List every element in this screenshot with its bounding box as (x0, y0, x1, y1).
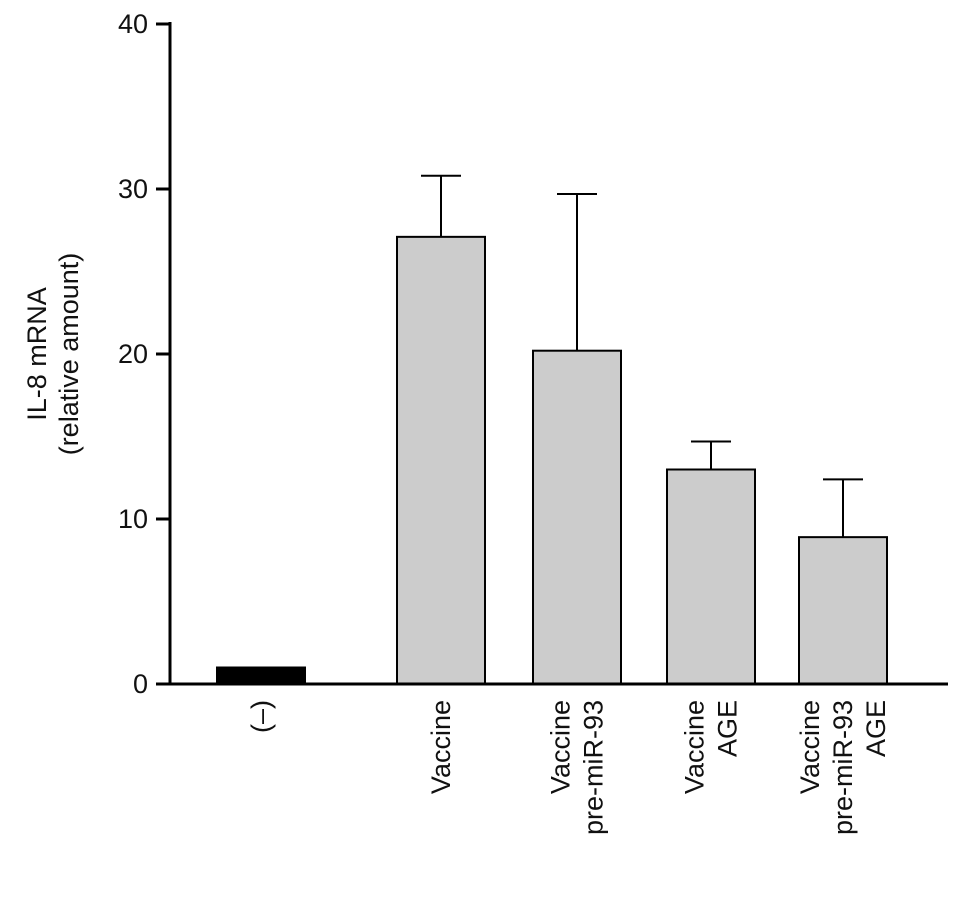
y-axis-label-line-0: IL-8 mRNA (22, 287, 52, 421)
y-ticks-layer: 0 10 20 30 40 (118, 9, 170, 699)
x-category-label-4-line-2: AGE (861, 700, 891, 757)
y-tick-label-20: 20 (118, 339, 148, 369)
y-tick-label-40: 40 (118, 9, 148, 39)
x-category-label-2-line-0: Vaccine (546, 700, 576, 794)
error-bars-layer (421, 174, 863, 538)
x-category-label-3: Vaccine AGE (680, 700, 743, 794)
bars-layer (216, 235, 888, 686)
y-axis-label: IL-8 mRNA (relative amount) (22, 253, 84, 456)
x-category-label-1: Vaccine (426, 700, 456, 794)
x-category-label-3-line-0: Vaccine (680, 700, 710, 794)
x-category-label-2: Vaccine pre-miR-93 (546, 700, 609, 835)
y-tick-label-30: 30 (118, 174, 148, 204)
x-category-label-4: Vaccine pre-miR-93 AGE (795, 700, 891, 835)
x-category-label-0: (–) (246, 700, 276, 733)
x-category-label-1-line-0: Vaccine (426, 700, 456, 794)
y-axis-label-line-1: (relative amount) (54, 253, 84, 456)
bar-3 (666, 468, 756, 685)
bar-2 (532, 349, 622, 685)
y-tick-label-0: 0 (133, 669, 148, 699)
x-category-label-4-line-0: Vaccine (795, 700, 825, 794)
y-tick-label-10: 10 (118, 504, 148, 534)
x-category-label-2-line-1: pre-miR-93 (579, 700, 609, 835)
x-category-label-3-line-1: AGE (713, 700, 743, 757)
bar-4 (798, 536, 888, 686)
bar-0 (216, 666, 306, 685)
x-category-label-4-line-1: pre-miR-93 (828, 700, 858, 835)
bar-1 (396, 235, 486, 685)
x-category-label-0-line-0: (–) (246, 700, 276, 733)
y-axis-label-layer: IL-8 mRNA (relative amount) (22, 253, 84, 456)
x-category-labels-layer: (–) Vaccine Vaccine pre-miR-93 Vaccine AGE Vac… (246, 700, 891, 835)
